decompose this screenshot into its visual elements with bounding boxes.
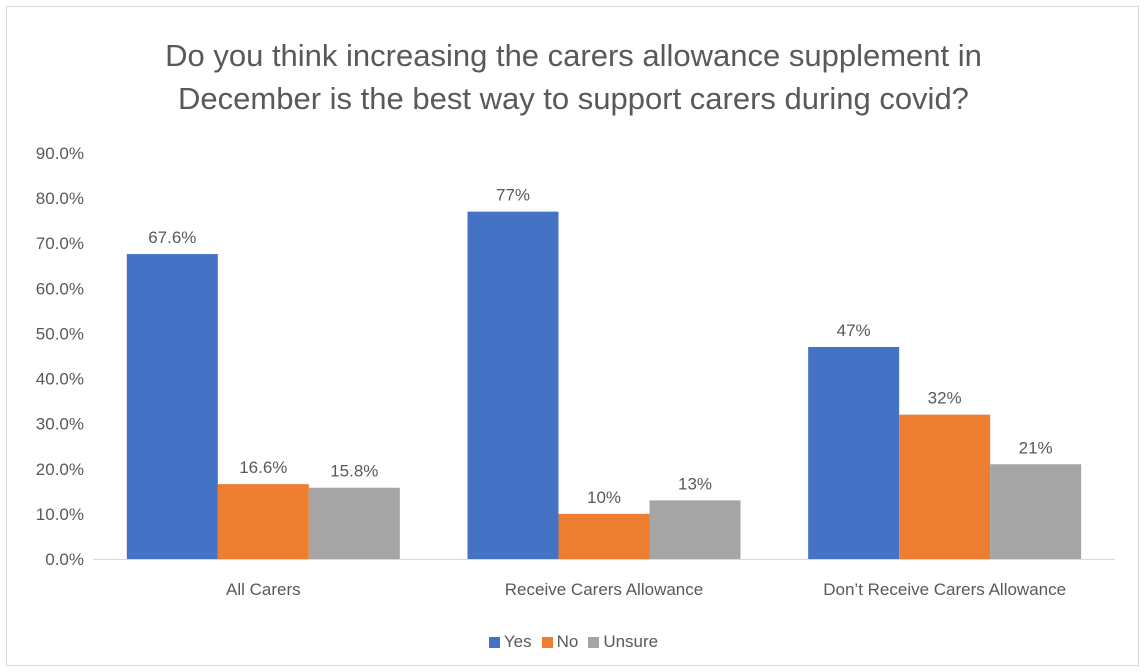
y-tick-label: 80.0% xyxy=(36,189,84,208)
y-tick-label: 0.0% xyxy=(45,550,84,569)
y-tick-label: 90.0% xyxy=(36,144,84,163)
legend-label-yes: Yes xyxy=(503,632,532,651)
y-tick-label: 40.0% xyxy=(36,370,84,389)
y-tick-label: 70.0% xyxy=(36,234,84,253)
chart-title: Do you think increasing the carers allow… xyxy=(0,34,1147,120)
data-label: 47% xyxy=(837,321,871,340)
data-label: 16.6% xyxy=(239,458,287,477)
bar-yes-0 xyxy=(126,254,218,559)
data-label: 32% xyxy=(928,389,962,408)
legend-swatch-unsure xyxy=(588,636,600,648)
data-label: 21% xyxy=(1019,438,1053,457)
legend-item-yes: Yes xyxy=(488,632,532,652)
legend-item-no: No xyxy=(541,632,579,652)
bar-no-0 xyxy=(217,484,309,559)
chart-title-line-1: Do you think increasing the carers allow… xyxy=(165,38,982,73)
y-tick-label: 20.0% xyxy=(36,460,84,479)
data-label: 13% xyxy=(678,474,712,493)
x-category-label: Receive Carers Allowance xyxy=(505,580,703,599)
data-label: 10% xyxy=(587,488,621,507)
bar-yes-1 xyxy=(467,211,559,559)
data-label: 77% xyxy=(496,186,530,205)
bar-unsure-2 xyxy=(990,464,1082,559)
data-label: 67.6% xyxy=(148,228,196,247)
data-label: 15.8% xyxy=(330,462,378,481)
chart-legend: Yes No Unsure xyxy=(0,632,1147,652)
legend-label-unsure: Unsure xyxy=(603,632,659,651)
y-tick-label: 30.0% xyxy=(36,415,84,434)
legend-swatch-yes xyxy=(488,636,500,648)
legend-label-no: No xyxy=(556,632,579,651)
x-category-label: Don’t Receive Carers Allowance xyxy=(823,580,1066,599)
bar-no-2 xyxy=(899,414,991,559)
bar-unsure-0 xyxy=(308,487,400,559)
y-tick-label: 10.0% xyxy=(36,505,84,524)
legend-swatch-no xyxy=(541,636,553,648)
y-tick-label: 60.0% xyxy=(36,279,84,298)
bar-no-1 xyxy=(558,513,650,559)
chart-title-line-2: December is the best way to support care… xyxy=(178,81,969,116)
legend-item-unsure: Unsure xyxy=(588,632,658,652)
y-tick-label: 50.0% xyxy=(36,324,84,343)
bar-unsure-1 xyxy=(649,500,741,559)
x-category-label: All Carers xyxy=(226,580,301,599)
bar-yes-2 xyxy=(808,346,900,559)
